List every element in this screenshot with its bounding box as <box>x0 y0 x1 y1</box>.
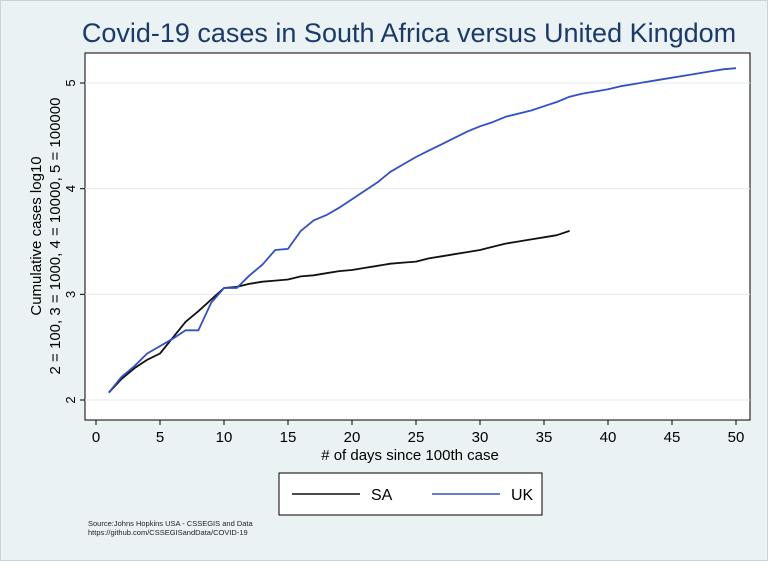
y-tick-label: 3 <box>63 291 78 298</box>
x-tick-label: 50 <box>728 429 745 446</box>
y-axis-label-line2: 2 = 100, 3 = 1000, 4 = 10000, 5 = 100000 <box>47 98 64 375</box>
legend-label-uk: UK <box>511 487 534 504</box>
x-tick-label: 40 <box>600 429 617 446</box>
legend-label-sa: SA <box>371 487 393 504</box>
x-tick-label: 15 <box>280 429 297 446</box>
x-tick-label: 0 <box>92 429 100 446</box>
source-note: Source:Johns Hopkins USA - CSSEGIS and D… <box>88 519 253 537</box>
y-tick-label: 5 <box>63 79 78 86</box>
source-line-1: Source:Johns Hopkins USA - CSSEGIS and D… <box>88 519 253 528</box>
y-tick-label: 2 <box>63 396 78 403</box>
series-line-uk <box>108 67 737 394</box>
x-axis-label: # of days since 100th case <box>321 447 499 464</box>
y-tick-label: 4 <box>63 185 78 192</box>
x-tick-label: 10 <box>216 429 233 446</box>
x-tick-label: 35 <box>536 429 553 446</box>
legend: SA UK <box>278 472 543 516</box>
series-line-sa <box>108 230 570 394</box>
x-tick-label: 30 <box>472 429 489 446</box>
source-line-2: https://github.com/CSSEGISandData/COVID-… <box>88 528 248 537</box>
chart-title: Covid-19 cases in South Africa versus Un… <box>81 18 737 48</box>
x-tick-label: 45 <box>664 429 681 446</box>
x-tick-label: 25 <box>408 429 425 446</box>
y-axis-label-line1: Cumulative cases log10 <box>28 156 45 315</box>
x-tick-label: 5 <box>156 429 164 446</box>
x-tick-label: 20 <box>344 429 361 446</box>
plot-area <box>84 52 751 421</box>
